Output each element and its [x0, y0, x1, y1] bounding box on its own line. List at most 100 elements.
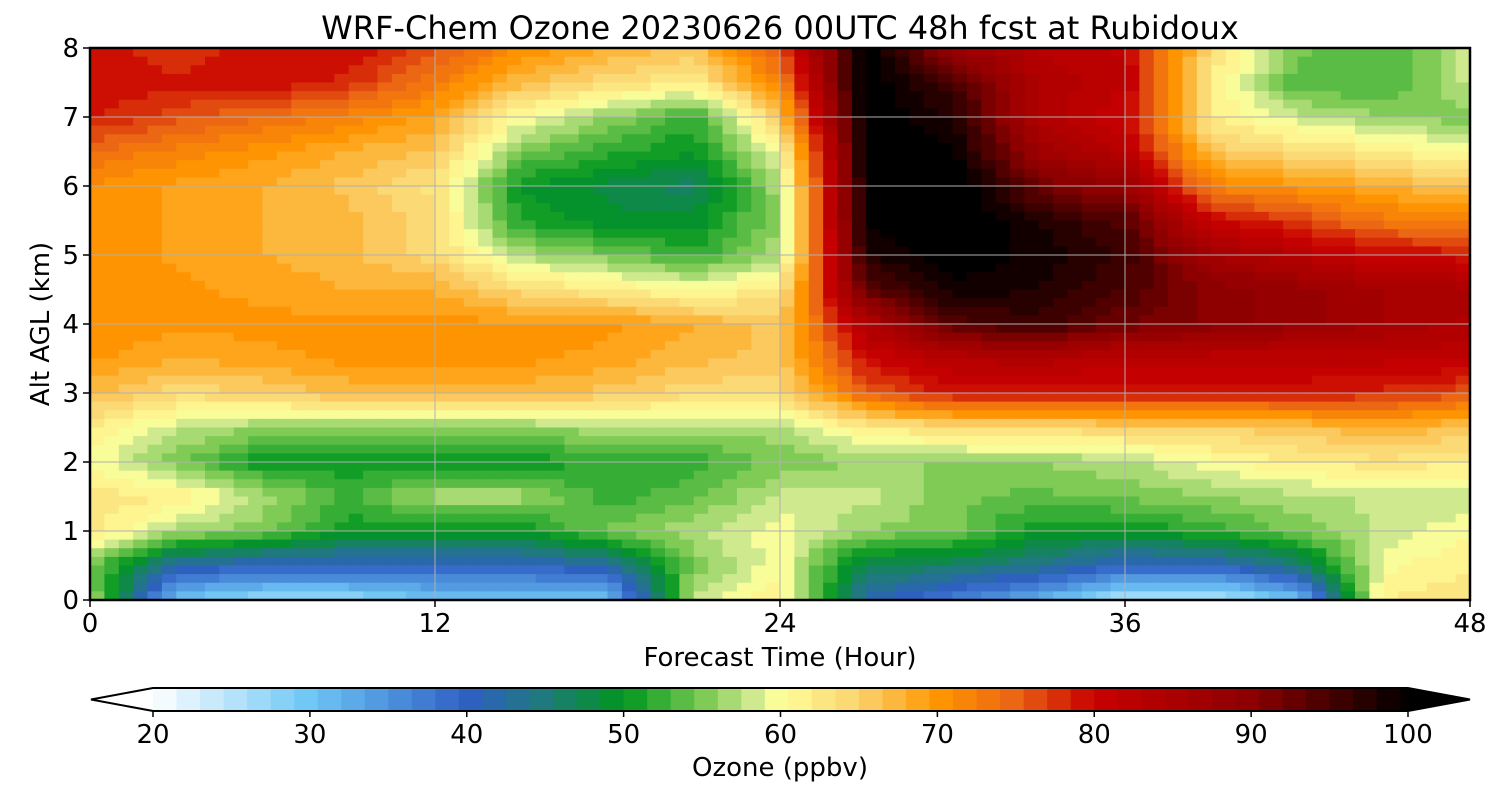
heatmap-cell [923, 444, 939, 454]
heatmap-cell [205, 280, 220, 291]
heatmap-cell [492, 332, 508, 342]
heatmap-cell [1081, 186, 1097, 196]
heatmap-cell [1168, 349, 1184, 360]
heatmap-cell [564, 211, 580, 222]
heatmap-cell [219, 56, 235, 66]
heatmap-cell [118, 393, 134, 403]
heatmap-cell [1355, 125, 1370, 135]
heatmap-cell [305, 151, 321, 161]
heatmap-cell [1153, 289, 1169, 299]
heatmap-cell [708, 479, 724, 489]
heatmap-cell [1240, 220, 1255, 230]
heatmap-cell [291, 444, 307, 454]
heatmap-cell [708, 203, 724, 213]
heatmap-cell [205, 99, 220, 109]
heatmap-cell [1369, 306, 1385, 316]
heatmap-cell [1211, 263, 1227, 273]
heatmap-cell [147, 375, 163, 385]
heatmap-cell [1110, 82, 1126, 92]
heatmap-cell [334, 349, 350, 360]
heatmap-cell [794, 272, 810, 282]
heatmap-cell [420, 168, 436, 178]
heatmap-cell [1398, 246, 1414, 256]
heatmap-cell [449, 108, 465, 118]
heatmap-cell [981, 246, 997, 256]
heatmap-cell [1024, 306, 1040, 316]
heatmap-cell [952, 246, 968, 256]
heatmap-cell [679, 444, 695, 454]
heatmap-cell [966, 151, 982, 161]
heatmap-cell [535, 229, 551, 239]
heatmap-cell [794, 306, 810, 316]
heatmap-cell [320, 418, 335, 429]
heatmap-cell [966, 48, 982, 58]
heatmap-cell [780, 298, 795, 308]
heatmap-cell [1398, 108, 1414, 118]
heatmap-cell [1225, 108, 1241, 118]
heatmap-cell [449, 160, 465, 170]
heatmap-cell [176, 117, 192, 127]
heatmap-cell [851, 177, 867, 187]
heatmap-cell [1326, 341, 1342, 351]
heatmap-cell [794, 255, 810, 265]
heatmap-cell [1311, 160, 1327, 170]
heatmap-cell [650, 108, 666, 118]
heatmap-cell [578, 125, 594, 135]
heatmap-cell [1196, 332, 1212, 342]
heatmap-cell [478, 306, 494, 316]
heatmap-cell [650, 203, 666, 213]
heatmap-cell [1455, 332, 1470, 342]
heatmap-cell [708, 220, 724, 230]
heatmap-cell [291, 280, 307, 291]
heatmap-cell [363, 479, 379, 489]
heatmap-cell [1168, 280, 1184, 291]
heatmap-cell [233, 272, 249, 282]
heatmap-cell [1053, 280, 1069, 291]
heatmap-cell [449, 470, 465, 480]
heatmap-cell [808, 237, 824, 247]
heatmap-cell [765, 220, 781, 230]
heatmap-cell [621, 479, 637, 489]
heatmap-cell [291, 73, 307, 84]
heatmap-cell [190, 229, 206, 239]
heatmap-cell [880, 48, 896, 58]
heatmap-cell [406, 168, 422, 178]
heatmap-cell [391, 48, 407, 58]
heatmap-cell [1153, 160, 1169, 170]
heatmap-cell [751, 367, 767, 377]
heatmap-cell [1139, 246, 1155, 256]
heatmap-cell [1326, 332, 1342, 342]
heatmap-cell [765, 358, 781, 368]
heatmap-cell [578, 246, 594, 256]
heatmap-cell [449, 194, 465, 204]
heatmap-cell [406, 453, 422, 463]
heatmap-cell [1441, 427, 1457, 437]
heatmap-cell [205, 56, 220, 66]
heatmap-cell [1283, 203, 1299, 213]
heatmap-cell [909, 177, 925, 187]
heatmap-cell [233, 401, 249, 411]
heatmap-cell [1441, 186, 1457, 196]
heatmap-cell [1426, 375, 1442, 385]
heatmap-cell [506, 229, 522, 239]
heatmap-cell [650, 324, 666, 334]
heatmap-cell [1211, 375, 1227, 385]
heatmap-cell [550, 160, 565, 170]
heatmap-cell [147, 246, 163, 256]
heatmap-cell [320, 229, 335, 239]
heatmap-cell [780, 341, 795, 351]
heatmap-cell [147, 401, 163, 411]
heatmap-cell [506, 151, 522, 161]
heatmap-cell [478, 289, 494, 299]
heatmap-cell [823, 462, 839, 472]
heatmap-cell [650, 462, 666, 472]
heatmap-cell [1153, 487, 1169, 498]
heatmap-cell [1268, 367, 1284, 377]
heatmap-cell [478, 229, 494, 239]
heatmap-cell [995, 289, 1011, 299]
heatmap-cell [1110, 229, 1126, 239]
heatmap-cell [564, 168, 580, 178]
heatmap-cell [665, 298, 680, 308]
heatmap-cell [133, 168, 149, 178]
heatmap-cell [578, 272, 594, 282]
